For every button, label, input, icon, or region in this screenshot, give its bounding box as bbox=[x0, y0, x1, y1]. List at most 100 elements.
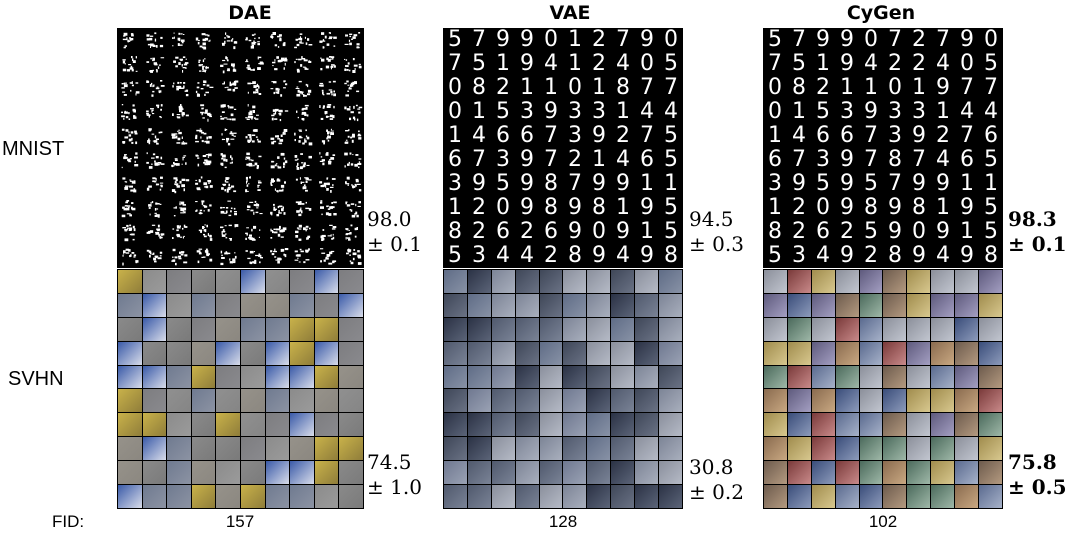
vae-mnist-std: ± 0.3 bbox=[689, 232, 744, 256]
cygen-svhn-tile bbox=[955, 413, 979, 437]
cygen-mnist-digit: 6 bbox=[840, 124, 854, 148]
dae-mnist-noisy-sample bbox=[166, 76, 191, 100]
dae-mnist-noisy-sample bbox=[339, 52, 364, 76]
vae-mnist-digit: 3 bbox=[472, 244, 486, 268]
dae-mnist-noisy-sample bbox=[191, 76, 216, 100]
cygen-svhn-tile bbox=[764, 437, 787, 461]
dae-mnist-noisy-sample bbox=[117, 220, 142, 244]
dae-mnist-noisy-sample bbox=[166, 52, 191, 76]
dae-mnist-noisy-sample bbox=[166, 220, 191, 244]
vae-mnist-digit: 5 bbox=[496, 100, 510, 124]
dae-svhn-tile bbox=[290, 461, 314, 485]
vae-svhn-tile bbox=[539, 413, 563, 437]
vae-svhn-tile bbox=[659, 293, 682, 317]
cygen-svhn-tile bbox=[787, 413, 811, 437]
dae-mnist-noisy-sample bbox=[191, 100, 216, 124]
dae-svhn-tile bbox=[339, 293, 363, 317]
vae-svhn-tile bbox=[467, 270, 491, 293]
dae-mnist-noisy-sample bbox=[315, 52, 340, 76]
cygen-mnist-digit: 6 bbox=[816, 220, 830, 244]
cygen-svhn-tile bbox=[883, 461, 907, 485]
dae-svhn-tile bbox=[167, 270, 191, 293]
vae-svhn-tile bbox=[491, 389, 515, 413]
cygen-mnist-digit: 9 bbox=[840, 196, 854, 220]
vae-mnist-digit: 3 bbox=[568, 124, 582, 148]
dae-svhn-tile bbox=[290, 293, 314, 317]
vae-mnist-digit: 4 bbox=[640, 100, 654, 124]
dae-mnist-noisy-sample bbox=[216, 124, 241, 148]
dae-mnist-noisy-sample bbox=[241, 52, 266, 76]
vae-svhn-tile bbox=[563, 341, 587, 365]
cygen-svhn-tile bbox=[883, 270, 907, 293]
dae-mnist-noisy-sample bbox=[117, 124, 142, 148]
cygen-mnist-digit: 8 bbox=[792, 76, 806, 100]
vae-mnist-digit: 0 bbox=[568, 76, 582, 100]
vae-mnist-digit: 1 bbox=[616, 100, 630, 124]
dae-mnist-mean: 98.0 bbox=[367, 207, 412, 231]
row-label-svhn: SVHN bbox=[8, 368, 64, 390]
vae-svhn-tile bbox=[563, 389, 587, 413]
vae-svhn-tile bbox=[515, 317, 539, 341]
vae-svhn-tile bbox=[563, 485, 587, 508]
cygen-mnist-digit: 1 bbox=[816, 52, 830, 76]
cygen-svhn-tile bbox=[859, 317, 883, 341]
dae-mnist-noisy-sample bbox=[265, 148, 290, 172]
cygen-mnist-std: ± 0.1 bbox=[1008, 232, 1067, 256]
cygen-mnist-digit: 7 bbox=[936, 28, 950, 52]
vae-mnist-digit: 6 bbox=[544, 220, 558, 244]
vae-mnist-digit: 2 bbox=[472, 196, 486, 220]
dae-mnist-noisy-sample bbox=[117, 52, 142, 76]
vae-svhn-tile bbox=[467, 485, 491, 508]
vae-mnist-digit: 1 bbox=[664, 172, 678, 196]
vae-mnist-digit: 1 bbox=[448, 196, 462, 220]
vae-svhn-tile bbox=[587, 461, 611, 485]
dae-mnist-noisy-sample bbox=[315, 244, 340, 268]
cygen-svhn-tile bbox=[835, 437, 859, 461]
cygen-svhn-tile bbox=[764, 389, 787, 413]
cygen-mnist-digit: 4 bbox=[864, 52, 878, 76]
cygen-mnist-digit: 9 bbox=[864, 100, 878, 124]
dae-mnist-noisy-sample bbox=[339, 76, 364, 100]
cygen-svhn-tile bbox=[931, 389, 955, 413]
cygen-mnist-digit: 2 bbox=[936, 124, 950, 148]
vae-svhn-tile bbox=[635, 365, 659, 389]
dae-svhn-tile bbox=[265, 413, 290, 437]
cygen-mnist-digit: 7 bbox=[864, 124, 878, 148]
cygen-mnist-accuracy: 98.3 ± 0.1 bbox=[1008, 207, 1067, 257]
cygen-svhn-tile bbox=[835, 485, 859, 508]
cygen-svhn-tile bbox=[811, 485, 835, 508]
dae-mnist-noisy-sample bbox=[265, 172, 290, 196]
dae-svhn-tile bbox=[290, 437, 314, 461]
dae-svhn-tile bbox=[290, 389, 314, 413]
dae-mnist-noisy-sample bbox=[339, 148, 364, 172]
cygen-svhn-tile bbox=[931, 461, 955, 485]
cygen-mnist-digit: 3 bbox=[888, 100, 902, 124]
cygen-mnist-digit: 9 bbox=[912, 244, 926, 268]
vae-mnist-digit: 9 bbox=[568, 196, 582, 220]
vae-svhn-tile bbox=[611, 365, 635, 389]
vae-svhn-tile bbox=[491, 365, 515, 389]
vae-svhn-tile bbox=[611, 461, 635, 485]
dae-svhn-tile bbox=[191, 413, 216, 437]
cygen-svhn-tile bbox=[883, 437, 907, 461]
fid-label: FID: bbox=[52, 512, 85, 531]
vae-svhn-tile bbox=[659, 485, 682, 508]
dae-svhn-tile bbox=[118, 389, 142, 413]
cygen-mnist-digit: 4 bbox=[816, 244, 830, 268]
dae-mnist-noisy-sample bbox=[315, 148, 340, 172]
cygen-mnist-digit: 3 bbox=[840, 100, 854, 124]
dae-mnist-noisy-sample bbox=[315, 76, 340, 100]
dae-svhn-tile bbox=[265, 317, 290, 341]
cygen-svhn-tile bbox=[811, 270, 835, 293]
cygen-svhn-tile bbox=[883, 341, 907, 365]
dae-svhn-tile bbox=[191, 317, 216, 341]
vae-mnist-digit: 8 bbox=[544, 196, 558, 220]
vae-svhn-tile bbox=[659, 270, 682, 293]
vae-svhn-tile bbox=[539, 437, 563, 461]
cygen-mnist-digit: 7 bbox=[864, 148, 878, 172]
dae-mnist-noisy-sample bbox=[216, 172, 241, 196]
dae-mnist-noisy-sample bbox=[290, 220, 315, 244]
vae-mnist-digit: 3 bbox=[568, 100, 582, 124]
cygen-mnist-digit: 7 bbox=[960, 124, 974, 148]
vae-mnist-digit: 3 bbox=[496, 148, 510, 172]
